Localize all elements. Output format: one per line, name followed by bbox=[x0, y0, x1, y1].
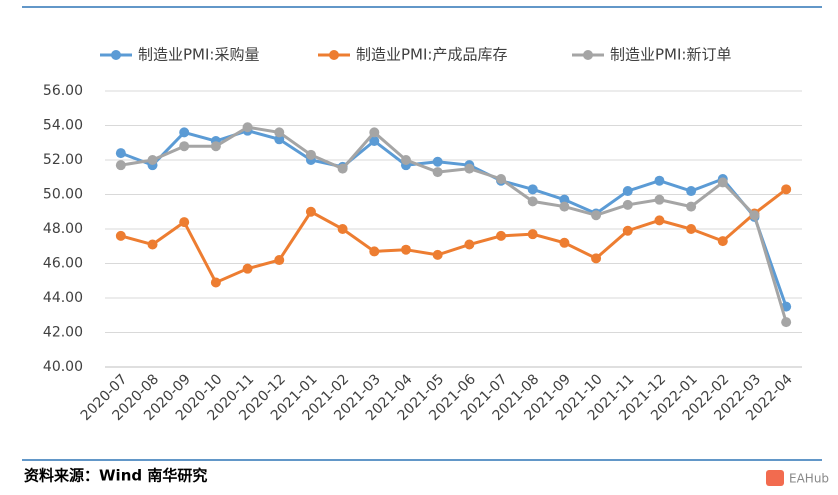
point bbox=[369, 127, 380, 138]
point bbox=[622, 225, 633, 236]
point bbox=[210, 141, 221, 152]
series-line bbox=[120, 125, 788, 323]
point bbox=[147, 239, 158, 250]
point bbox=[559, 201, 570, 212]
watermark-icon bbox=[766, 470, 784, 486]
point bbox=[654, 215, 665, 226]
point bbox=[337, 224, 348, 234]
point bbox=[717, 236, 728, 247]
y-tick-label: 50.00 bbox=[43, 187, 83, 203]
point bbox=[274, 134, 285, 145]
point bbox=[369, 136, 380, 147]
y-tick-label: 40.00 bbox=[43, 359, 83, 375]
point bbox=[527, 196, 538, 207]
point bbox=[179, 127, 190, 138]
point bbox=[496, 173, 507, 184]
y-tick-label: 46.00 bbox=[43, 256, 83, 272]
legend-label: 制造业PMI:产成品库存 bbox=[356, 46, 507, 64]
point bbox=[305, 206, 316, 217]
point bbox=[432, 167, 443, 178]
point bbox=[242, 122, 253, 133]
point bbox=[464, 163, 475, 174]
point bbox=[115, 148, 126, 159]
point bbox=[400, 155, 411, 165]
legend-marker bbox=[583, 50, 593, 60]
point bbox=[559, 237, 570, 248]
point bbox=[591, 253, 602, 264]
point bbox=[717, 177, 728, 188]
y-tick-label: 56.00 bbox=[43, 83, 83, 99]
point bbox=[179, 141, 190, 152]
point bbox=[686, 186, 697, 197]
point bbox=[591, 210, 602, 221]
point bbox=[622, 199, 633, 210]
point bbox=[274, 255, 285, 266]
legend-marker bbox=[111, 50, 121, 60]
point bbox=[210, 277, 221, 288]
point bbox=[274, 127, 285, 138]
point bbox=[781, 317, 792, 328]
point bbox=[496, 230, 507, 241]
y-tick-label: 52.00 bbox=[43, 152, 83, 168]
y-tick-label: 44.00 bbox=[43, 290, 83, 306]
watermark: EAHub bbox=[789, 472, 829, 486]
point bbox=[654, 194, 665, 205]
y-tick-label: 42.00 bbox=[43, 325, 83, 341]
legend-marker bbox=[329, 50, 339, 60]
point bbox=[432, 156, 443, 167]
point bbox=[432, 249, 443, 260]
point bbox=[115, 160, 126, 171]
point bbox=[686, 224, 697, 234]
point bbox=[464, 239, 475, 250]
point bbox=[369, 246, 380, 257]
legend-label: 制造业PMI:采购量 bbox=[138, 46, 259, 64]
point bbox=[749, 210, 760, 221]
series-line bbox=[120, 188, 788, 285]
source-note: 资料来源：Wind 南华研究 bbox=[24, 467, 207, 485]
point bbox=[527, 229, 538, 240]
y-tick-label: 48.00 bbox=[43, 221, 83, 237]
point bbox=[147, 155, 158, 165]
point bbox=[400, 244, 411, 255]
point bbox=[115, 230, 126, 241]
point bbox=[305, 149, 316, 160]
point bbox=[781, 184, 792, 195]
point bbox=[527, 184, 538, 195]
point bbox=[686, 201, 697, 212]
point bbox=[179, 217, 190, 228]
y-tick-label: 54.00 bbox=[43, 118, 83, 134]
point bbox=[622, 186, 633, 197]
point bbox=[242, 263, 253, 274]
legend-label: 制造业PMI:新订单 bbox=[610, 46, 731, 64]
point bbox=[654, 175, 665, 186]
point bbox=[337, 163, 348, 174]
point bbox=[559, 194, 570, 205]
